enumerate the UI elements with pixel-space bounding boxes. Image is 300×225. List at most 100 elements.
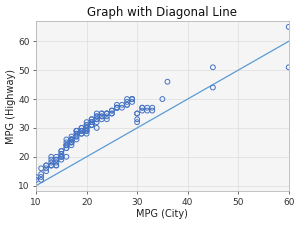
Point xyxy=(104,112,109,115)
Point xyxy=(34,175,38,179)
Point xyxy=(59,158,64,162)
Point xyxy=(69,141,74,144)
Point xyxy=(74,138,79,141)
Point xyxy=(94,120,99,124)
Point xyxy=(124,100,129,104)
Point xyxy=(84,129,89,133)
Point xyxy=(145,109,150,112)
Point xyxy=(79,129,84,133)
Point xyxy=(115,106,119,110)
Point xyxy=(79,126,84,130)
Point xyxy=(84,120,89,124)
Point xyxy=(74,129,79,133)
Point xyxy=(64,143,69,147)
Point xyxy=(39,175,44,179)
Point xyxy=(59,155,64,159)
Point xyxy=(99,115,104,118)
Point xyxy=(124,103,129,107)
Point xyxy=(115,106,119,110)
Point xyxy=(59,149,64,153)
Point xyxy=(94,115,99,118)
Point xyxy=(74,129,79,133)
Point xyxy=(124,103,129,107)
Point xyxy=(79,129,84,133)
Point xyxy=(94,126,99,130)
Point xyxy=(69,135,74,138)
Point xyxy=(110,112,114,115)
Point xyxy=(74,135,79,138)
Point xyxy=(64,146,69,150)
Point xyxy=(286,25,291,29)
Point xyxy=(89,123,94,127)
Point xyxy=(54,158,59,162)
Point xyxy=(39,166,44,170)
Point xyxy=(104,115,109,118)
Point xyxy=(135,120,140,124)
Point xyxy=(89,117,94,121)
Point xyxy=(84,132,89,135)
Point xyxy=(89,123,94,127)
Point xyxy=(135,112,140,115)
Point xyxy=(120,106,124,110)
Point xyxy=(94,117,99,121)
Point xyxy=(69,138,74,141)
Point xyxy=(89,123,94,127)
Point xyxy=(124,97,129,101)
Point xyxy=(110,109,114,112)
Point xyxy=(84,129,89,133)
Point xyxy=(104,117,109,121)
Point xyxy=(54,155,59,159)
Point xyxy=(59,152,64,156)
X-axis label: MPG (City): MPG (City) xyxy=(136,209,188,219)
Point xyxy=(44,169,49,173)
Point xyxy=(74,132,79,135)
Point xyxy=(94,112,99,115)
Point xyxy=(64,138,69,141)
Point xyxy=(130,97,134,101)
Point xyxy=(69,141,74,144)
Point xyxy=(54,161,59,164)
Point xyxy=(150,106,155,110)
Point xyxy=(34,178,38,182)
Point xyxy=(160,97,165,101)
Point xyxy=(165,80,170,83)
Point xyxy=(115,106,119,110)
Point xyxy=(104,112,109,115)
Point xyxy=(130,97,134,101)
Point xyxy=(49,164,54,167)
Point xyxy=(99,112,104,115)
Point xyxy=(130,97,134,101)
Point xyxy=(69,141,74,144)
Point xyxy=(115,103,119,107)
Point xyxy=(44,166,49,170)
Point xyxy=(120,103,124,107)
Point xyxy=(89,120,94,124)
Point xyxy=(64,146,69,150)
Point xyxy=(79,129,84,133)
Point xyxy=(84,126,89,130)
Point xyxy=(99,117,104,121)
Point xyxy=(69,138,74,141)
Point xyxy=(74,132,79,135)
Point xyxy=(69,138,74,141)
Point xyxy=(145,106,150,110)
Point xyxy=(130,100,134,104)
Point xyxy=(49,158,54,162)
Point xyxy=(59,155,64,159)
Point xyxy=(69,143,74,147)
Point xyxy=(59,152,64,156)
Point xyxy=(140,106,145,110)
Point xyxy=(150,109,155,112)
Point xyxy=(94,115,99,118)
Point xyxy=(84,129,89,133)
Point xyxy=(59,149,64,153)
Point xyxy=(286,65,291,69)
Y-axis label: MPG (Highway): MPG (Highway) xyxy=(6,69,16,144)
Point xyxy=(99,112,104,115)
Point xyxy=(49,161,54,164)
Point xyxy=(79,132,84,135)
Point xyxy=(84,126,89,130)
Point xyxy=(74,129,79,133)
Point xyxy=(64,143,69,147)
Point xyxy=(140,106,145,110)
